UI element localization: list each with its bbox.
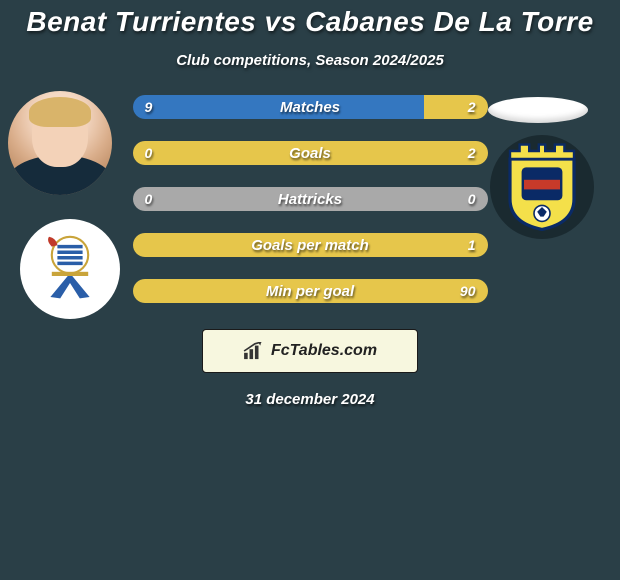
real-sociedad-crest-icon bbox=[35, 234, 105, 304]
stat-label: Matches bbox=[280, 99, 340, 116]
stat-row: 1 Goals per match bbox=[133, 233, 488, 257]
source-name: FcTables.com bbox=[271, 342, 377, 360]
stats-list: 9 2 Matches 0 2 Goals 0 0 Hattricks 1 Goals per ma… bbox=[133, 91, 488, 303]
player2-avatar-placeholder bbox=[488, 97, 588, 123]
stat-row: 90 Min per goal bbox=[133, 279, 488, 303]
stat-right-value: 0 bbox=[468, 191, 476, 207]
stat-label: Goals bbox=[289, 145, 331, 162]
stat-right-value: 2 bbox=[468, 99, 476, 115]
source-badge: FcTables.com bbox=[202, 329, 418, 373]
player2-club-badge bbox=[490, 135, 594, 239]
vs-separator: vs bbox=[265, 6, 297, 37]
player2-name: Cabanes De La Torre bbox=[305, 6, 594, 37]
stat-left-value: 0 bbox=[145, 191, 153, 207]
stat-row: 0 0 Hattricks bbox=[133, 187, 488, 211]
subtitle: Club competitions, Season 2024/2025 bbox=[0, 52, 620, 69]
stat-label: Hattricks bbox=[278, 191, 342, 208]
stat-bar-left-fill bbox=[133, 95, 424, 119]
stat-right-value: 2 bbox=[468, 145, 476, 161]
stat-row: 0 2 Goals bbox=[133, 141, 488, 165]
stat-left-value: 0 bbox=[145, 145, 153, 161]
player1-avatar bbox=[8, 91, 112, 195]
comparison-title: Benat Turrientes vs Cabanes De La Torre bbox=[0, 0, 620, 38]
player1-avatar-hair bbox=[29, 97, 91, 127]
stat-bar-right-fill bbox=[424, 95, 488, 119]
stat-right-value: 90 bbox=[460, 283, 476, 299]
footer-date: 31 december 2024 bbox=[0, 391, 620, 408]
bar-chart-icon bbox=[243, 342, 265, 360]
stat-right-value: 1 bbox=[468, 237, 476, 253]
stat-row: 9 2 Matches bbox=[133, 95, 488, 119]
comparison-body: 9 2 Matches 0 2 Goals 0 0 Hattricks 1 Goals per ma… bbox=[0, 91, 620, 303]
stat-label: Min per goal bbox=[266, 283, 354, 300]
player1-name: Benat Turrientes bbox=[26, 6, 256, 37]
stat-left-value: 9 bbox=[145, 99, 153, 115]
villarreal-crest-icon bbox=[502, 142, 582, 232]
player1-club-badge bbox=[20, 219, 120, 319]
stat-label: Goals per match bbox=[251, 237, 369, 254]
